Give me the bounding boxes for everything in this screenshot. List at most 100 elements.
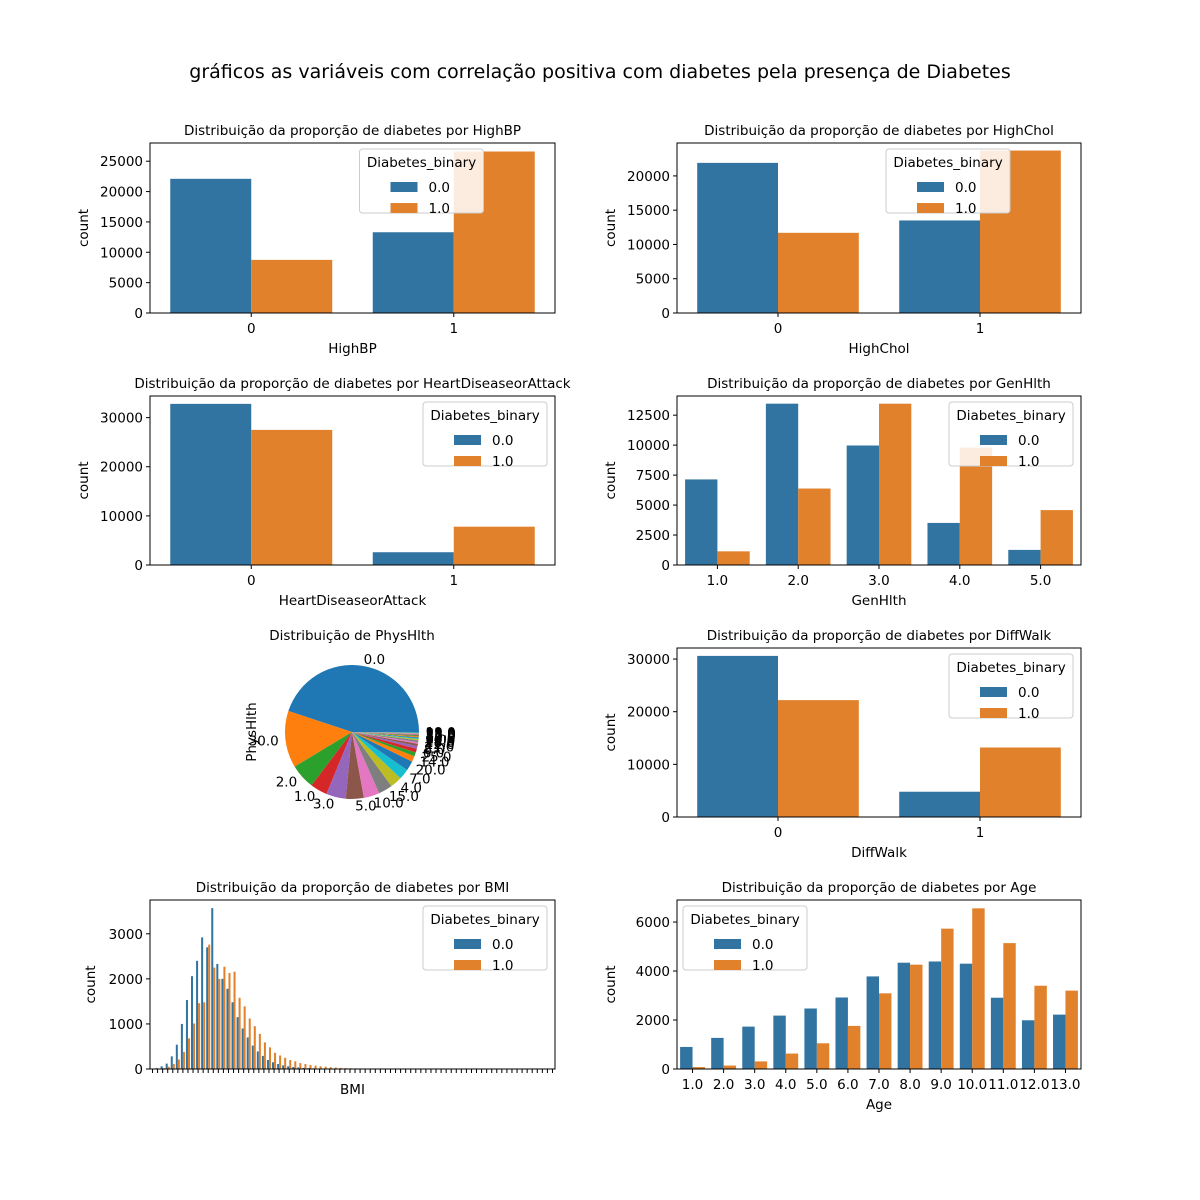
bar-series-1.0 [785, 1053, 799, 1069]
bar-series-0.0 [206, 947, 209, 1069]
chart-physhlth: 0.0 30.0 2.01.03.0 5.010.015.04.07.020.014.… [244, 628, 456, 815]
pie-label-0.0: 0.0 [364, 652, 385, 668]
axes-frame [676, 647, 1082, 818]
chart-age: 1.0 2.0 3.0 4.0 5.0 6.0 7.0 8.0 9.0 10.0 11.0 12.0 1… [603, 880, 1082, 1113]
pie-slice-25.0 [352, 732, 416, 757]
legend-label-0.0: 0.0 [492, 937, 513, 953]
legend-swatch-1.0 [980, 456, 1007, 466]
bar-series-1.0 [243, 1006, 246, 1069]
bar-series-1.0 [959, 447, 993, 565]
pie-slice-2.0 [294, 732, 352, 786]
legend-frame [682, 905, 808, 971]
bar-series-0.0 [221, 978, 224, 1069]
legend-frame [885, 148, 1011, 214]
legend-swatch-1.0 [454, 960, 481, 970]
legend-swatch-0.0 [980, 435, 1007, 445]
legend-swatch-0.0 [454, 939, 481, 949]
x-tick-label: 5.0 [1030, 573, 1051, 589]
bar-series-0.0 [1008, 549, 1041, 565]
bar-series-1.0 [1040, 510, 1073, 565]
y-axis-label: count [603, 209, 619, 247]
bar-series-1.0 [972, 908, 985, 1069]
legend-frame [422, 905, 548, 971]
y-axis-label: count [603, 461, 619, 499]
chart-panels: 0 10500010000150002000025000Distribuição … [76, 123, 1082, 1113]
bar-series-0.0 [211, 908, 214, 1069]
x-axis-label: BMI [340, 1082, 365, 1098]
x-axis-label: GenHlth [851, 593, 906, 609]
bar-series-1.0 [1065, 990, 1078, 1069]
axes-frame [676, 899, 1082, 1070]
axes-frame [149, 142, 556, 314]
chart-genhlth: 1.0 2.0 3.0 4.0 5.0 0 2500 5000 7500 10000 12500 Di… [603, 376, 1082, 609]
legend-label-0.0: 0.0 [1018, 433, 1039, 449]
legend-swatch-1.0 [390, 203, 418, 213]
legend-label-0.0: 0.0 [955, 180, 976, 196]
legend-title: Diabetes_binary [690, 912, 799, 928]
bar-series-0.0 [990, 997, 1004, 1069]
bar-series-0.0 [231, 1002, 234, 1069]
y-tick-label: 1000 [109, 1017, 143, 1033]
bar-series-0.0 [742, 1026, 755, 1069]
bar-series-1.0 [274, 1052, 277, 1069]
y-tick-label: 20000 [100, 460, 143, 476]
bar-series-1.0 [1034, 985, 1047, 1069]
y-tick-label: 15000 [627, 203, 670, 219]
pie-label-22.0: 22.0 [426, 728, 456, 744]
chart-heartdiseaseorattack: 0 1 0 10000 20000 30000 Distribuição da propor… [76, 376, 571, 609]
bar-series-1.0 [299, 1063, 302, 1069]
y-axis-label: count [76, 461, 92, 499]
bar-series-0.0 [1021, 1020, 1035, 1069]
x-tick-label: 1 [449, 573, 458, 589]
legend: Diabetes_binary 0.0 1.0 [948, 653, 1074, 722]
y-tick-label: 2500 [636, 528, 670, 544]
legend-title: Diabetes_binary [893, 155, 1002, 171]
pie-label-4.0: 4.0 [401, 780, 422, 796]
chart-title: Distribuição da proporção de diabetes po… [707, 628, 1052, 644]
pie-label-25.0: 25.0 [421, 750, 451, 766]
legend-label-1.0: 1.0 [492, 958, 513, 974]
bar-series-1.0 [223, 966, 226, 1069]
x-tick-label: 3.0 [744, 1077, 765, 1093]
legend-title: Diabetes_binary [430, 408, 539, 424]
pie-label-20.0: 20.0 [416, 762, 446, 778]
bar-series-0.0 [180, 1023, 183, 1069]
pie-label-2.0: 2.0 [276, 774, 297, 790]
bar-series-1.0 [177, 1059, 180, 1069]
pie-label-19.0: 19.0 [426, 725, 456, 741]
pie-slice-22.0 [352, 732, 419, 735]
y-axis-label: count [603, 965, 619, 1003]
x-tick-label: 6.0 [837, 1077, 858, 1093]
pie-label-11.0: 11.0 [426, 726, 456, 742]
pie-label-21.0: 21.0 [424, 739, 454, 755]
bar-series-0.0 [185, 1000, 188, 1069]
pie-slice-20.0 [352, 732, 413, 771]
chart-highchol: 0 1 0 5000 10000 15000 20000 Distribuição da pr… [603, 123, 1082, 357]
pie-slice-9.0 [352, 732, 419, 740]
y-axis-label: count [603, 713, 619, 751]
bar-series-1.0 [284, 1057, 287, 1069]
pie-label-12.0: 12.0 [425, 737, 455, 753]
bar-series-0.0 [959, 963, 973, 1069]
bar-series-1.0 [279, 1055, 282, 1069]
pie-slice-12.0 [352, 732, 419, 744]
bar-series-0.0 [302, 1067, 305, 1069]
bar-series-0.0 [685, 479, 718, 565]
legend-swatch-0.0 [917, 182, 944, 192]
bar-series-1.0 [304, 1064, 307, 1069]
y-tick-label: 10000 [627, 237, 670, 253]
bar-series-1.0 [228, 973, 231, 1069]
pie-label-14.0: 14.0 [419, 755, 449, 771]
legend-swatch-0.0 [980, 687, 1007, 697]
y-tick-label: 0 [134, 558, 143, 574]
bar-series-0.0 [297, 1067, 300, 1069]
bar-series-0.0 [191, 976, 194, 1069]
bar-series-0.0 [697, 162, 778, 313]
bar-series-1.0 [233, 971, 236, 1069]
legend: Diabetes_binary 0.0 1.0 [682, 905, 808, 974]
axes-frame [149, 395, 556, 566]
x-tick-label: 9.0 [930, 1077, 951, 1093]
x-axis-label: DiffWalk [851, 845, 907, 861]
x-tick-label: 4.0 [775, 1077, 796, 1093]
legend-label-1.0: 1.0 [492, 454, 513, 470]
